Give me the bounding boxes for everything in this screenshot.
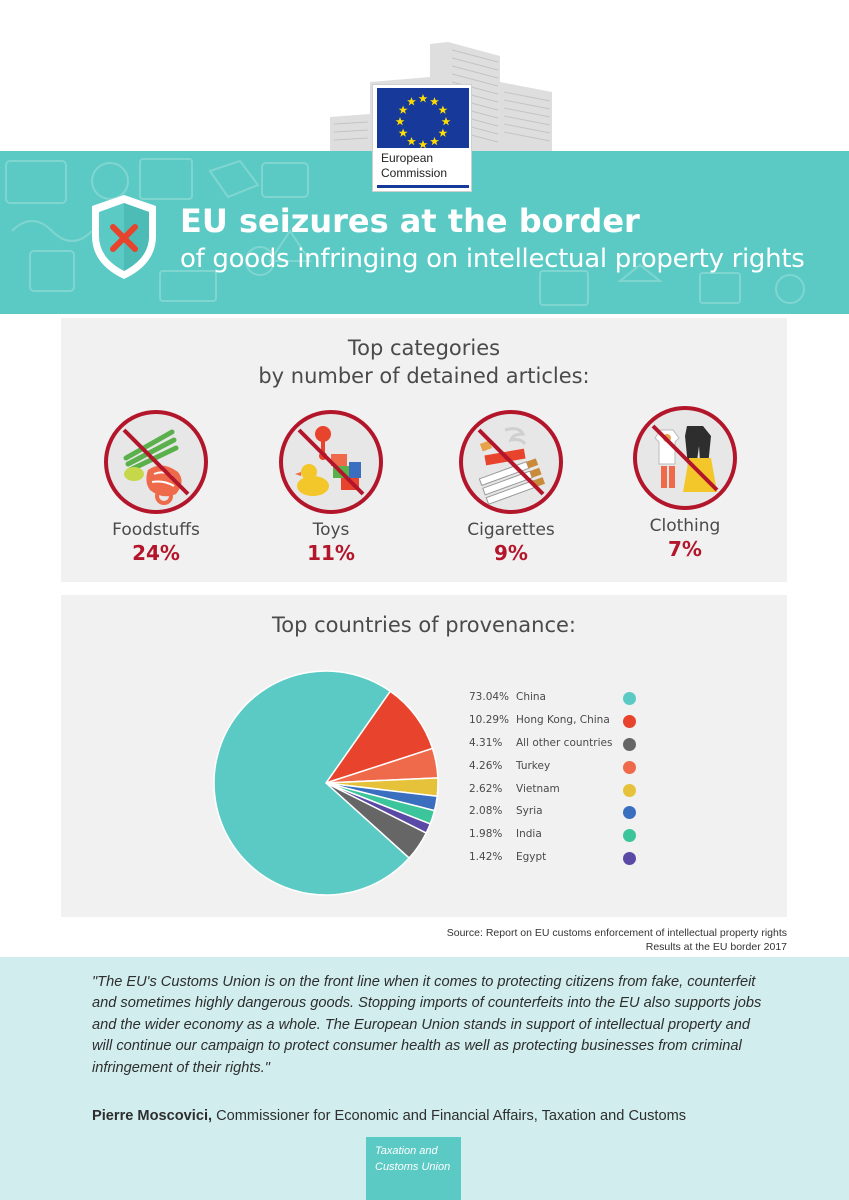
logo-underline: [377, 185, 469, 188]
legend-color-dot: [623, 829, 636, 843]
legend-percentage: 1.42%: [469, 851, 503, 864]
categories-title-line-1: Top categories: [347, 336, 501, 360]
legend-label: India: [516, 828, 542, 841]
legend-label: Hong Kong, China: [516, 713, 610, 726]
category-percentage: 7%: [668, 537, 702, 561]
legend-color-dot: [623, 852, 636, 866]
category-name: Cigarettes: [467, 520, 555, 540]
category-toys: Toys 11%: [256, 408, 406, 566]
legend-label: Syria: [516, 805, 543, 818]
legend-percentage: 2.08%: [469, 805, 503, 818]
org-line-1: European: [381, 151, 434, 165]
cigarettes-icon: [459, 410, 563, 514]
top-categories-panel: Top categories by number of detained art…: [61, 318, 787, 582]
foodstuffs-icon: [104, 410, 208, 514]
quote-attribution: Pierre Moscovici, Commissioner for Econo…: [92, 1108, 686, 1124]
org-line-2: Commission: [381, 166, 448, 180]
quote-text: "The EU's Customs Union is on the front …: [92, 974, 762, 1076]
legend-percentage: 73.04%: [469, 691, 510, 703]
category-name: Toys: [312, 520, 350, 540]
legend-color-dot: [623, 760, 636, 774]
top-countries-panel: Top countries of provenance: 73.04% China…: [61, 595, 787, 917]
legend-item: 1.42% Egypt: [469, 851, 639, 874]
legend-item: 73.04% China: [469, 691, 639, 714]
toys-icon: [279, 410, 383, 514]
clothing-icon: [633, 406, 737, 510]
source-line-2: Results at the EU border 2017: [645, 941, 787, 953]
legend-item: 2.08% Syria: [469, 805, 639, 828]
pie-slice-china: [213, 670, 411, 896]
legend-label: Egypt: [516, 851, 547, 864]
category-name: Clothing: [649, 516, 721, 536]
category-percentage: 9%: [494, 541, 528, 565]
category-name: Foodstuffs: [112, 520, 200, 540]
legend-percentage: 4.26%: [469, 759, 503, 772]
countries-pie-chart: [213, 670, 439, 896]
legend-item: 2.62% Vietnam: [469, 783, 639, 806]
source-note: Source: Report on EU customs enforcement…: [447, 926, 787, 954]
legend-item: 1.98% India: [469, 828, 639, 851]
category-percentage: 11%: [307, 541, 355, 565]
badge-line-2: Customs Union: [375, 1161, 451, 1173]
legend-item: 10.29% Hong Kong, China: [469, 714, 639, 737]
legend-color-dot: [623, 783, 636, 797]
quote-author: Pierre Moscovici,: [92, 1108, 213, 1124]
pie-legend: 73.04% China 10.29% Hong Kong, China 4.31% Al…: [469, 691, 639, 874]
quote-author-role: Commissioner for Economic and Financial …: [212, 1108, 687, 1124]
page-title: EU seizures at the border: [180, 202, 640, 240]
organisation-name: European Commission: [377, 151, 469, 181]
legend-percentage: 10.29%: [469, 713, 510, 726]
badge-text: Taxation and Customs Union: [375, 1143, 450, 1175]
legend-item: 4.26% Turkey: [469, 760, 639, 783]
legend-label: Vietnam: [516, 782, 560, 795]
taxation-customs-union-badge: Taxation and Customs Union: [366, 1137, 461, 1200]
shield-cross-icon: [92, 195, 156, 279]
legend-percentage: 4.31%: [469, 736, 503, 749]
category-percentage: 24%: [132, 541, 180, 565]
legend-label: China: [516, 691, 546, 703]
legend-item: 4.31% All other countries: [469, 737, 639, 760]
legend-color-dot: [623, 692, 636, 705]
legend-percentage: 1.98%: [469, 828, 503, 841]
countries-title: Top countries of provenance:: [271, 613, 576, 637]
legend-label: Turkey: [516, 759, 551, 772]
category-cigarettes: Cigarettes 9%: [436, 408, 586, 566]
page-subtitle: of goods infringing on intellectual prop…: [180, 244, 805, 274]
badge-line-1: Taxation and: [375, 1145, 438, 1157]
category-clothing: Clothing 7%: [610, 404, 760, 562]
pie-slice-hong-kong-china: [324, 690, 434, 785]
eu-flag-icon: [377, 88, 469, 148]
legend-label: All other countries: [516, 736, 613, 749]
source-line-1: Source: Report on EU customs enforcement…: [446, 927, 787, 939]
legend-percentage: 2.62%: [469, 782, 503, 795]
category-foodstuffs: Foodstuffs 24%: [81, 408, 231, 566]
european-commission-logo: European Commission: [372, 84, 472, 192]
background-goods-pattern: [5, 158, 805, 306]
categories-title-line-2: by number of detained articles:: [258, 364, 590, 388]
legend-color-dot: [623, 714, 636, 728]
legend-color-dot: [623, 806, 636, 820]
legend-color-dot: [623, 737, 636, 751]
categories-title: Top categories by number of detained art…: [61, 334, 787, 390]
